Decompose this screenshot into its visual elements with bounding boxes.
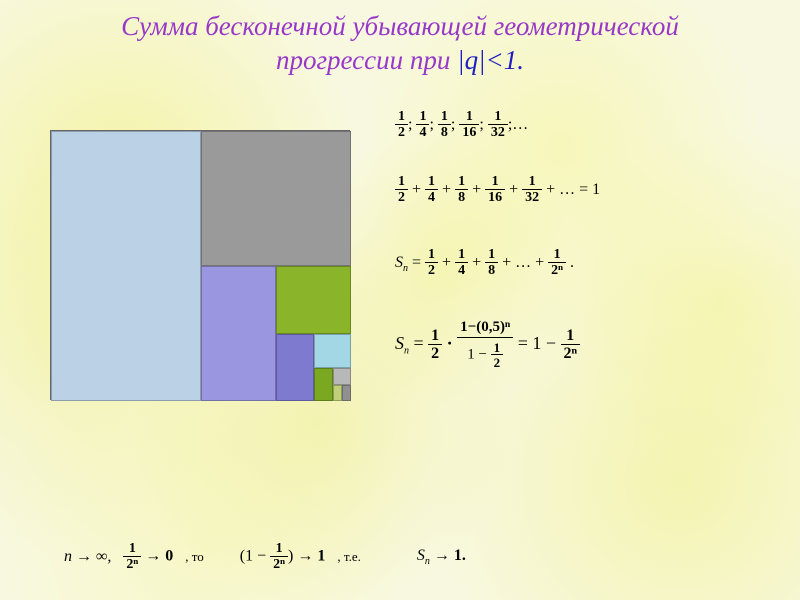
to-label: , то [185,549,204,565]
lim-frac-den: 2ⁿ [126,557,138,572]
series-sequence: 12; 14; 18; 116; 132;… [395,110,528,140]
diagram-square [276,334,314,401]
te-label: , т.е. [337,549,360,565]
sn-closed-form: Sn = 12 · 1−(0,5)ⁿ 1 − 12 = 1 − 12ⁿ [395,320,580,369]
sn-tail-den: 2ⁿ [551,263,563,278]
paren-den: 2ⁿ [273,557,285,572]
slide-title: Сумма бесконечной убывающей геометрическ… [0,0,800,78]
sn-tail-num: 1 [554,247,561,262]
diagram-square [201,131,351,266]
partial-sum-sn: Sn = 12 + 14 + 18 + … + 12ⁿ . [395,248,574,278]
sn-s: S [395,254,403,271]
paren-arrow: → 1 [297,548,325,565]
diagram-square [342,385,351,401]
closed-minus-num: 1 [566,327,574,344]
diagram-square [333,368,351,385]
limit-row: n → ∞, 12ⁿ → 0 , то (1 − 12ⁿ) → 1 , т.е.… [60,542,470,572]
diagram-square [314,334,351,368]
ratio-num: 1−(0,5)ⁿ [460,319,510,335]
diagram-square [51,131,201,401]
lim-frac-num: 1 [129,541,136,556]
title-line2-prefix: прогрессии при [276,45,457,75]
closed-minus-den: 2ⁿ [564,345,578,362]
title-line2: прогрессии при |q|<1. [0,44,800,78]
diagram-square [201,266,276,401]
title-line1: Сумма бесконечной убывающей геометрическ… [0,10,800,44]
diagram-square [314,368,333,401]
paren-num: 1 [276,541,283,556]
diagram-square [276,266,351,334]
closed-result-prefix: = 1 [518,333,542,353]
lim-arrow-0: → 0 [145,548,173,565]
sn-sub: n [403,263,408,274]
diagram-square [333,385,342,401]
sum-result: = 1 [579,181,600,198]
series-tail: ;… [508,116,528,133]
series-sum-equals-one: 12 + 14 + 18 + 116 + 132 + … = 1 [395,175,600,205]
sn-arrow-1: → 1. [434,547,466,564]
geometric-squares-diagram [50,130,350,400]
title-condition: |q|<1. [457,45,524,75]
n-to-inf: n → ∞, [64,548,111,565]
